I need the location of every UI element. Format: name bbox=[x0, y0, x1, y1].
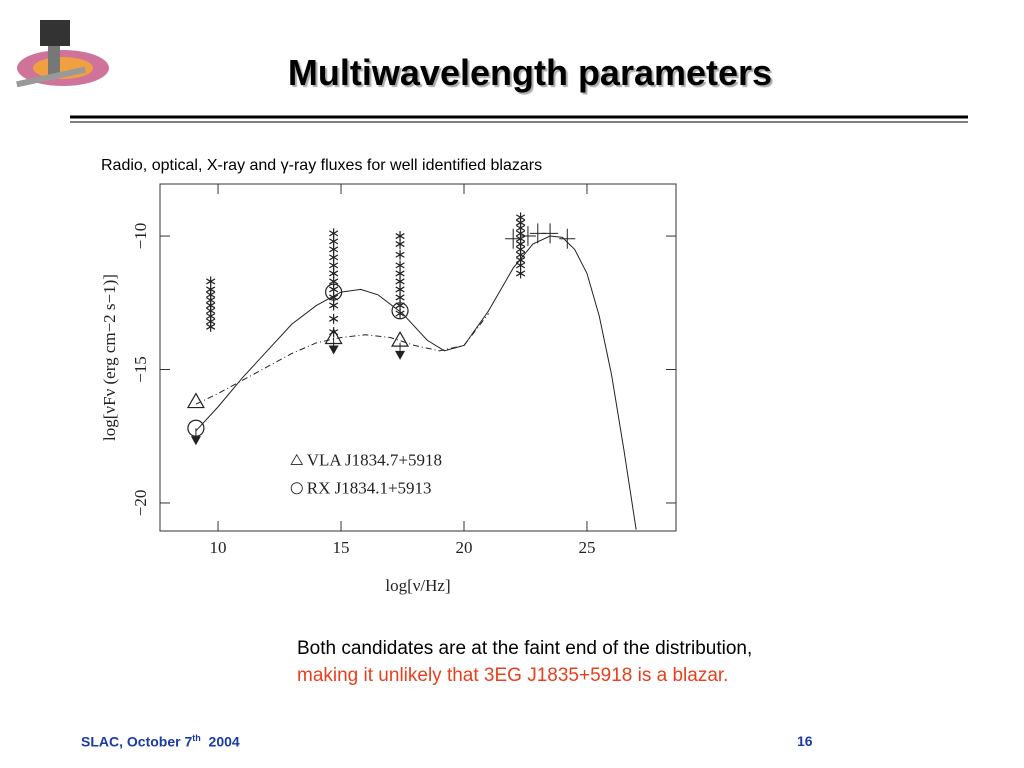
stroke bbox=[515, 214, 526, 221]
stroke bbox=[206, 278, 216, 285]
circle-point bbox=[391, 302, 409, 320]
stroke bbox=[395, 270, 405, 277]
plot-frame bbox=[159, 183, 677, 532]
arrow-point bbox=[328, 337, 339, 355]
arrow-point bbox=[395, 342, 406, 360]
stroke bbox=[515, 230, 526, 237]
stroke bbox=[206, 286, 216, 293]
x-tick-label: 10 bbox=[210, 538, 227, 557]
triangle-point bbox=[290, 453, 304, 465]
stroke bbox=[206, 313, 216, 320]
shape bbox=[186, 392, 205, 409]
y-tick-label: −10 bbox=[131, 223, 150, 250]
triangle-point bbox=[186, 392, 205, 409]
stroke bbox=[515, 270, 526, 277]
footer-date: SLAC, October 7 bbox=[81, 733, 193, 750]
stroke bbox=[515, 251, 526, 258]
stroke bbox=[395, 310, 405, 317]
stroke bbox=[395, 241, 405, 248]
footer-left: SLAC, October 7th 2004 bbox=[81, 733, 240, 750]
legend-entry: VLA J1834.7+5918 bbox=[290, 450, 442, 469]
logo bbox=[16, 20, 109, 88]
plus-point bbox=[519, 226, 536, 247]
shape bbox=[395, 350, 406, 360]
footer-year: 2004 bbox=[208, 733, 240, 750]
stroke bbox=[395, 286, 405, 293]
stroke bbox=[515, 241, 526, 248]
stroke bbox=[206, 297, 216, 304]
y-tick-label: −15 bbox=[131, 356, 150, 383]
stroke bbox=[329, 270, 339, 277]
body-text-highlight: making it unlikely that 3EG J1835+5918 i… bbox=[297, 665, 729, 686]
asterisk-point bbox=[329, 313, 339, 324]
stroke bbox=[206, 323, 216, 330]
asterisk-point bbox=[329, 300, 339, 311]
legend-entry: RX J1834.1+5913 bbox=[290, 478, 432, 497]
asterisk-point bbox=[206, 321, 216, 332]
stroke bbox=[206, 318, 216, 325]
stroke bbox=[329, 315, 339, 322]
plus-point bbox=[505, 228, 522, 249]
chart-caption: Radio, optical, X-ray and γ-ray fluxes f… bbox=[101, 157, 543, 174]
arrow-point bbox=[190, 428, 201, 446]
stroke bbox=[329, 238, 339, 245]
asterisk-point bbox=[395, 239, 405, 250]
shape bbox=[290, 453, 304, 465]
asterisk-point bbox=[395, 249, 405, 260]
shape bbox=[290, 482, 303, 495]
stroke bbox=[515, 257, 526, 264]
stroke bbox=[515, 225, 526, 232]
page-number: 16 bbox=[797, 733, 813, 749]
plus-point bbox=[559, 228, 576, 249]
stroke bbox=[329, 262, 339, 269]
slide-title: Multiwavelength parameters bbox=[287, 52, 773, 93]
stroke bbox=[329, 230, 339, 237]
x-tick-label: 15 bbox=[333, 538, 350, 557]
stroke bbox=[206, 302, 216, 309]
x-tick-label: 20 bbox=[455, 538, 472, 557]
stroke bbox=[329, 246, 339, 253]
stroke bbox=[515, 219, 526, 226]
shape bbox=[328, 345, 339, 355]
y-axis-label: log[νFν (erg cm−2 s−1)] bbox=[100, 274, 119, 441]
x-tick-label: 25 bbox=[578, 538, 595, 557]
model-curve bbox=[195, 235, 637, 530]
stroke bbox=[206, 291, 216, 298]
stroke bbox=[329, 286, 339, 293]
stroke bbox=[515, 262, 526, 269]
stroke bbox=[395, 294, 405, 301]
x-axis-label: log[ν/Hz] bbox=[385, 576, 450, 595]
shape bbox=[190, 436, 201, 446]
legend-label: RX J1834.1+5913 bbox=[307, 478, 432, 497]
stroke bbox=[329, 302, 339, 309]
stroke bbox=[515, 246, 526, 253]
stroke bbox=[395, 278, 405, 285]
model-curve bbox=[195, 313, 489, 405]
stroke bbox=[395, 251, 405, 258]
stroke bbox=[206, 307, 216, 314]
circle-point bbox=[290, 482, 303, 495]
stroke bbox=[395, 233, 405, 240]
stroke bbox=[329, 278, 339, 285]
y-tick-label: −20 bbox=[131, 490, 150, 517]
title-rule bbox=[70, 115, 968, 123]
chart: 10 15 20 25 −20 −15 −10 log[ν/Hz] log[νFν (erg c… bbox=[100, 183, 677, 595]
shape bbox=[391, 302, 409, 320]
body-text: Both candidates are at the faint end of … bbox=[297, 638, 753, 659]
asterisk-point bbox=[395, 308, 405, 319]
legend-label: VLA J1834.7+5918 bbox=[307, 450, 442, 469]
footer-sup: th bbox=[192, 733, 201, 743]
stroke bbox=[395, 262, 405, 269]
asterisk-point bbox=[515, 268, 526, 279]
plus-point bbox=[542, 223, 559, 244]
stroke bbox=[329, 254, 339, 261]
